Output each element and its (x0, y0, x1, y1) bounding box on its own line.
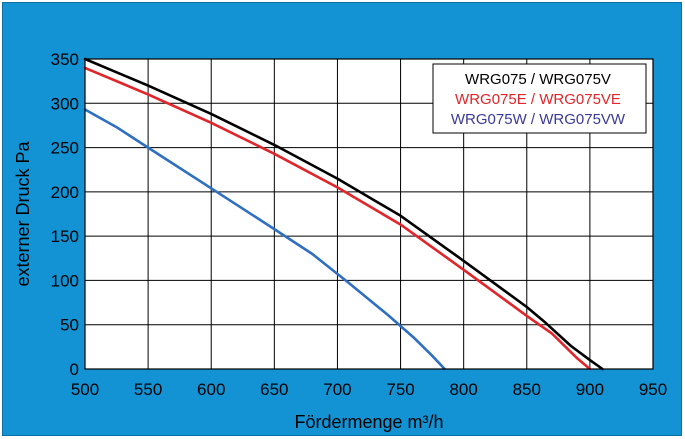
y-tick-label: 300 (51, 94, 79, 113)
y-tick-label: 150 (51, 227, 79, 246)
y-tick-label: 0 (70, 360, 79, 379)
legend-box (432, 63, 647, 134)
x-tick-label: 600 (197, 380, 225, 399)
series-layer (83, 57, 604, 371)
x-tick-label: 500 (71, 380, 99, 399)
x-axis-title: Fördermenge m³/h (294, 412, 443, 432)
x-tick-label: 700 (323, 380, 351, 399)
x-tick-label: 550 (134, 380, 162, 399)
x-tick-label: 750 (386, 380, 414, 399)
plot-border (84, 58, 654, 370)
legend-entry-2: WRG075E / WRG075VE (455, 91, 621, 108)
y-tick-label: 200 (51, 183, 79, 202)
y-tick-label: 100 (51, 271, 79, 290)
pressure-flow-chart: 500 550 600 650 700 750 800 850 900 950 0 50 100 150 2… (13, 50, 668, 432)
y-tick-label: 250 (51, 139, 79, 158)
legend-entry-3: WRG075W / WRG075VW (451, 111, 626, 128)
x-tick-label: 800 (449, 380, 477, 399)
x-tick-label: 850 (513, 380, 541, 399)
legend-entry-1: WRG075 / WRG075V (465, 71, 611, 88)
y-axis-title: externer Druck Pa (13, 140, 33, 286)
x-tick-label: 650 (260, 380, 288, 399)
series-line-3 (83, 108, 447, 371)
legend: WRG075 / WRG075V WRG075E / WRG075VE WRG0… (432, 63, 647, 134)
x-tick-label: 950 (639, 380, 667, 399)
series-line-2 (83, 66, 592, 371)
y-tick-label: 350 (51, 50, 79, 69)
tick-labels: 500 550 600 650 700 750 800 850 900 950 0 50 100 150 2… (51, 50, 668, 399)
series-line-1 (83, 57, 604, 371)
x-tick-label: 900 (576, 380, 604, 399)
y-tick-label: 50 (60, 316, 79, 335)
